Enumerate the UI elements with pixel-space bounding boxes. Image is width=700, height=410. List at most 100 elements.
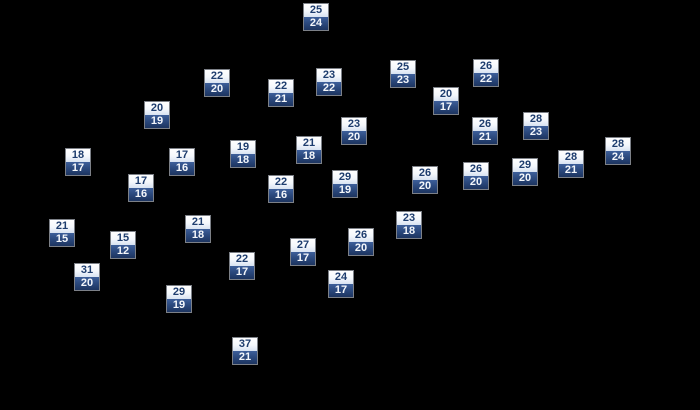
temp-low-value: 12 [111,245,135,258]
temp-low-value: 16 [269,189,293,202]
temp-high-value: 15 [111,232,135,245]
temp-high-value: 21 [297,137,321,150]
temp-marker[interactable]: 26 20 [412,166,438,194]
temp-marker[interactable]: 25 23 [390,60,416,88]
temp-low-value: 20 [513,172,537,185]
temp-high-value: 22 [205,70,229,83]
temp-marker[interactable]: 29 19 [166,285,192,313]
temp-marker[interactable]: 22 21 [268,79,294,107]
temp-low-value: 19 [333,184,357,197]
temp-low-value: 20 [205,83,229,96]
temp-marker[interactable]: 26 20 [348,228,374,256]
temp-low-value: 21 [473,131,497,144]
temp-high-value: 25 [304,4,328,17]
temp-low-value: 24 [304,17,328,30]
temp-low-value: 16 [129,188,153,201]
temp-high-value: 26 [413,167,437,180]
temp-high-value: 29 [333,171,357,184]
temp-high-value: 22 [269,80,293,93]
temp-high-value: 17 [170,149,194,162]
temp-marker[interactable]: 25 24 [303,3,329,31]
temp-high-value: 29 [167,286,191,299]
temp-marker[interactable]: 22 16 [268,175,294,203]
temp-low-value: 17 [230,266,254,279]
temp-high-value: 28 [524,113,548,126]
temp-marker[interactable]: 21 15 [49,219,75,247]
temp-marker[interactable]: 18 17 [65,148,91,176]
temp-low-value: 20 [464,176,488,189]
temp-marker[interactable]: 21 18 [185,215,211,243]
temp-high-value: 31 [75,264,99,277]
temp-marker[interactable]: 37 21 [232,337,258,365]
temp-high-value: 26 [464,163,488,176]
temp-low-value: 17 [66,162,90,175]
temp-high-value: 22 [269,176,293,189]
temp-low-value: 17 [291,252,315,265]
temp-low-value: 20 [342,131,366,144]
temp-marker[interactable]: 22 17 [229,252,255,280]
temp-marker[interactable]: 20 17 [433,87,459,115]
temp-low-value: 19 [167,299,191,312]
temp-low-value: 21 [269,93,293,106]
temp-low-value: 18 [186,229,210,242]
temp-low-value: 22 [317,82,341,95]
temp-high-value: 23 [317,69,341,82]
temp-marker[interactable]: 23 20 [341,117,367,145]
temp-marker[interactable]: 15 12 [110,231,136,259]
temp-marker[interactable]: 28 23 [523,112,549,140]
temp-low-value: 18 [231,154,255,167]
temp-high-value: 18 [66,149,90,162]
temp-marker[interactable]: 24 17 [328,270,354,298]
temp-high-value: 17 [129,175,153,188]
temp-marker[interactable]: 26 21 [472,117,498,145]
temp-marker[interactable]: 22 20 [204,69,230,97]
temp-low-value: 18 [297,150,321,163]
temp-low-value: 20 [349,242,373,255]
temp-high-value: 26 [474,60,498,73]
temp-low-value: 20 [413,180,437,193]
temp-low-value: 23 [524,126,548,139]
temp-low-value: 17 [329,284,353,297]
temp-high-value: 24 [329,271,353,284]
temp-high-value: 26 [473,118,497,131]
temp-marker[interactable]: 29 20 [512,158,538,186]
temp-marker[interactable]: 28 24 [605,137,631,165]
temp-low-value: 18 [397,225,421,238]
temp-low-value: 15 [50,233,74,246]
temp-high-value: 28 [559,151,583,164]
temp-high-value: 25 [391,61,415,74]
temp-high-value: 20 [145,102,169,115]
temp-low-value: 20 [75,277,99,290]
temp-high-value: 21 [186,216,210,229]
temp-low-value: 22 [474,73,498,86]
temp-marker[interactable]: 17 16 [169,148,195,176]
temp-marker[interactable]: 21 18 [296,136,322,164]
temp-high-value: 21 [50,220,74,233]
temp-high-value: 29 [513,159,537,172]
temp-marker[interactable]: 26 22 [473,59,499,87]
temp-low-value: 24 [606,151,630,164]
temp-marker[interactable]: 20 19 [144,101,170,129]
temp-marker[interactable]: 27 17 [290,238,316,266]
temp-high-value: 37 [233,338,257,351]
temp-low-value: 21 [559,164,583,177]
temp-marker[interactable]: 29 19 [332,170,358,198]
temp-high-value: 23 [397,212,421,225]
temp-high-value: 26 [349,229,373,242]
temp-marker[interactable]: 23 22 [316,68,342,96]
temp-low-value: 23 [391,74,415,87]
temp-marker[interactable]: 17 16 [128,174,154,202]
temp-low-value: 19 [145,115,169,128]
temp-marker[interactable]: 26 20 [463,162,489,190]
temp-marker[interactable]: 19 18 [230,140,256,168]
temp-high-value: 19 [231,141,255,154]
temp-high-value: 23 [342,118,366,131]
temp-low-value: 16 [170,162,194,175]
temp-marker[interactable]: 23 18 [396,211,422,239]
temp-low-value: 17 [434,101,458,114]
temp-marker[interactable]: 31 20 [74,263,100,291]
temp-marker[interactable]: 28 21 [558,150,584,178]
temp-high-value: 28 [606,138,630,151]
temp-high-value: 20 [434,88,458,101]
